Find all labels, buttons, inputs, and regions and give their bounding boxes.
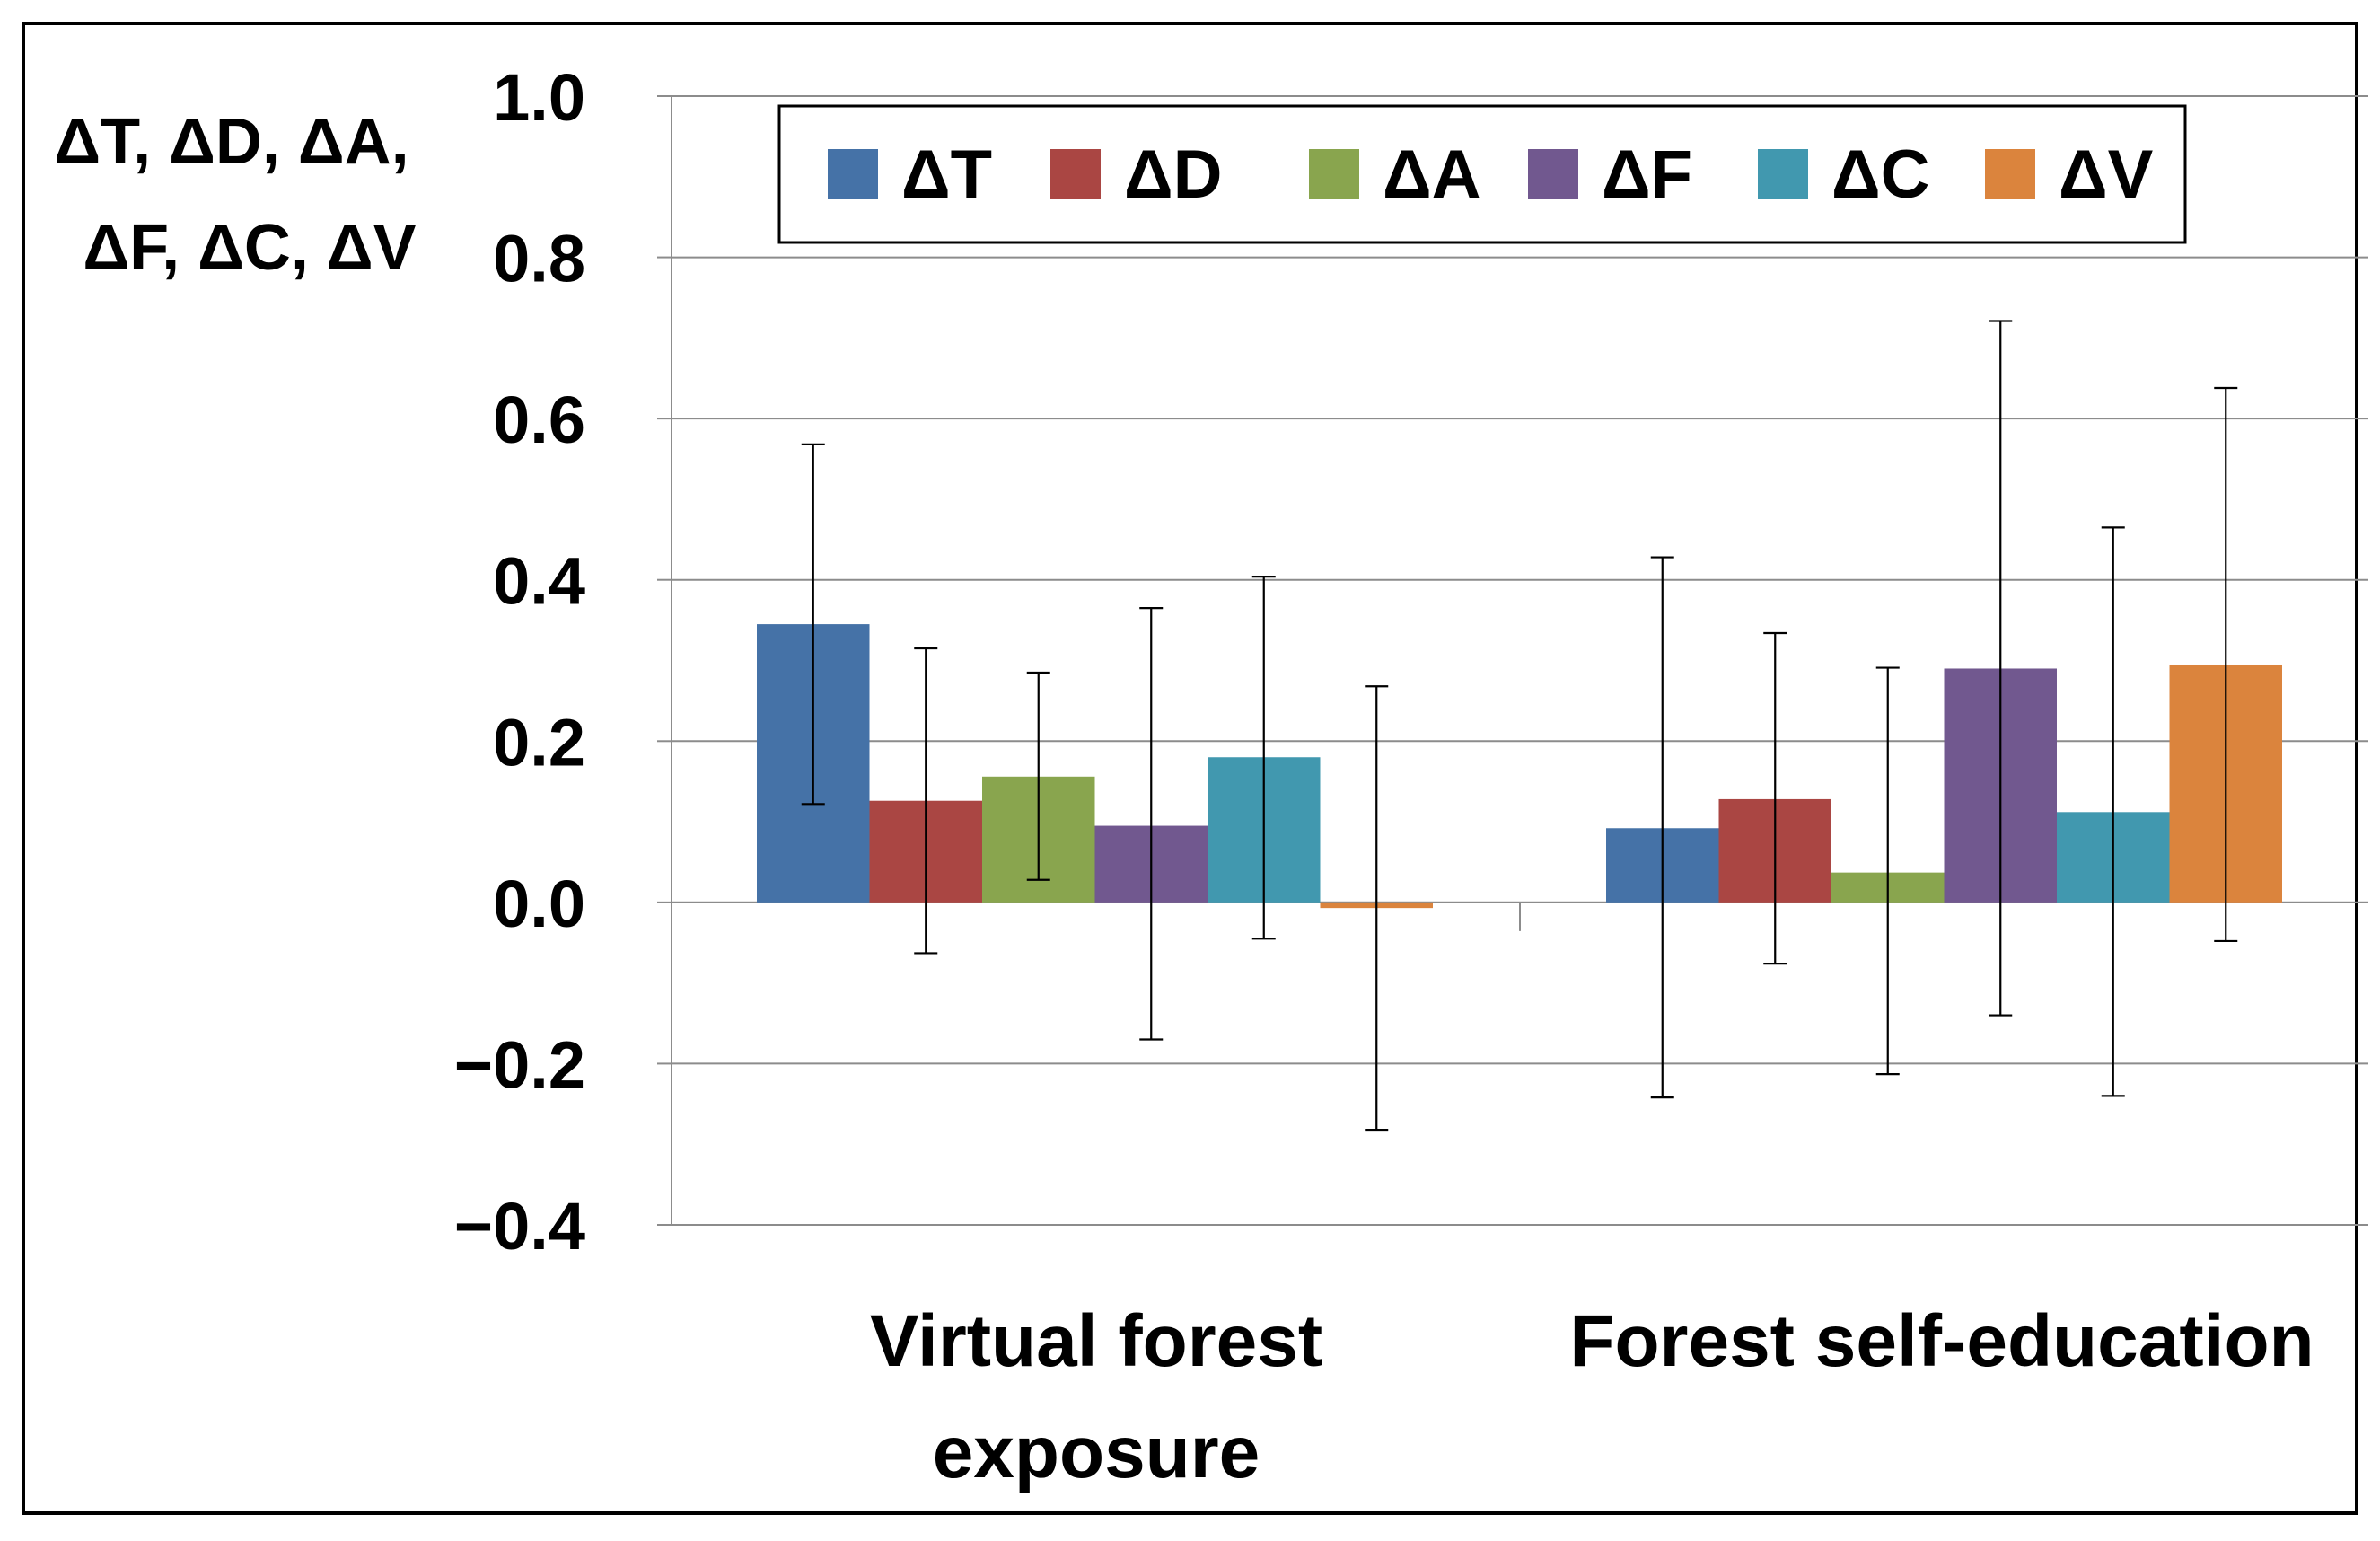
y-tick-label: −0.4 bbox=[454, 1189, 585, 1264]
legend-swatch bbox=[1758, 149, 1808, 199]
y-tick-labels: −0.4 −0.2 0.0 0.2 0.4 0.6 0.8 1.0 bbox=[454, 60, 585, 1264]
legend: ΔT ΔD ΔA ΔF ΔC ΔV bbox=[777, 104, 2187, 244]
legend-label: ΔD bbox=[1124, 136, 1223, 213]
category-label: exposure bbox=[933, 1412, 1260, 1493]
y-tick-label: −0.2 bbox=[454, 1027, 585, 1102]
legend-swatch bbox=[1528, 149, 1578, 199]
legend-swatch bbox=[1050, 149, 1101, 199]
category-labels: Virtual forest exposure Forest self-educat… bbox=[870, 1300, 2314, 1493]
legend-swatch bbox=[828, 149, 878, 199]
y-tick-label: 0.2 bbox=[493, 705, 585, 779]
legend-label: ΔV bbox=[2059, 136, 2154, 213]
y-axis-label-line-1: ΔT, ΔD, ΔA, bbox=[54, 106, 408, 178]
legend-label: ΔF bbox=[1602, 136, 1692, 213]
legend-swatch bbox=[1985, 149, 2035, 199]
y-tick-label: 0.8 bbox=[493, 222, 585, 296]
y-tick-label: 0.4 bbox=[493, 544, 585, 619]
y-tick-label: 0.0 bbox=[493, 867, 585, 941]
legend-box bbox=[777, 104, 2187, 244]
legend-label: ΔA bbox=[1383, 136, 1481, 213]
y-tick-label: 0.6 bbox=[493, 383, 585, 457]
legend-label: ΔC bbox=[1831, 136, 1930, 213]
error-bars bbox=[801, 320, 2238, 1132]
legend-swatch bbox=[1309, 149, 1359, 199]
legend-label: ΔT bbox=[901, 136, 992, 213]
category-label: Virtual forest bbox=[870, 1300, 1322, 1382]
y-tick-label: 1.0 bbox=[493, 60, 585, 135]
y-axis-label-line-2: ΔF, ΔC, ΔV bbox=[83, 212, 416, 284]
category-label: Forest self-education bbox=[1569, 1300, 2314, 1382]
